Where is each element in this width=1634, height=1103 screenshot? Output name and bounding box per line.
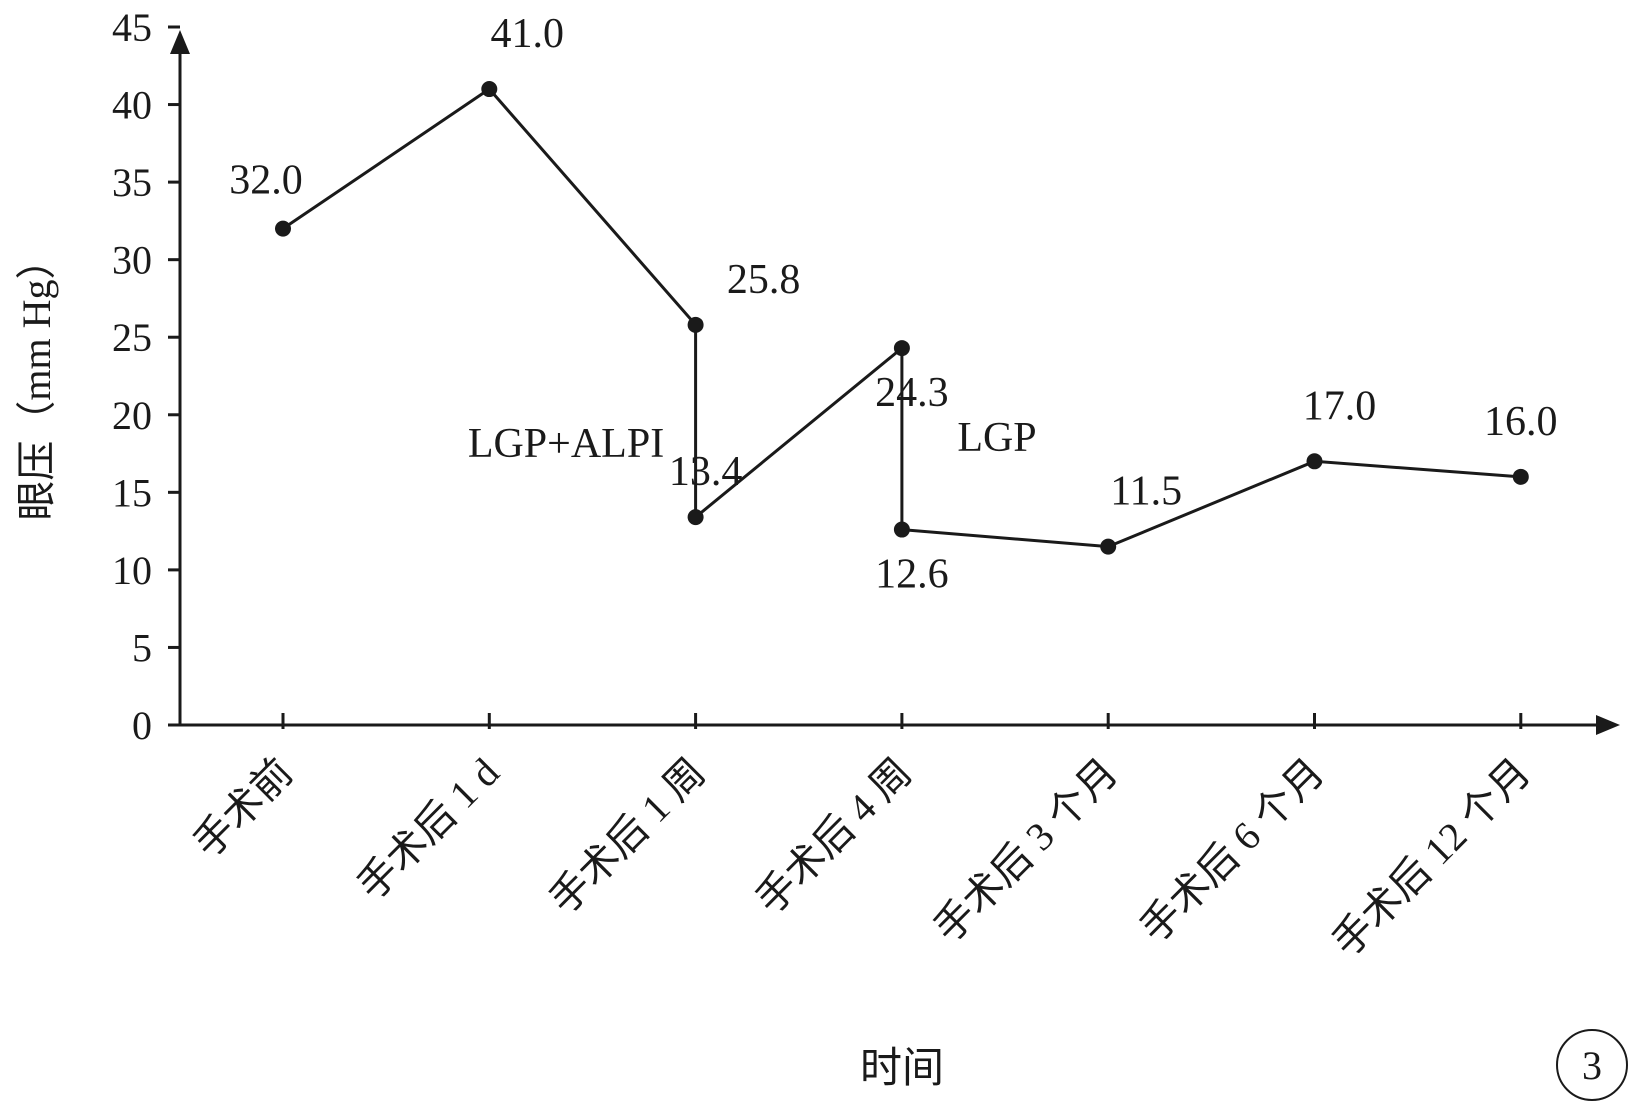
data-point bbox=[1512, 468, 1529, 485]
series-line bbox=[282, 87, 1521, 549]
data-label: 13.4 bbox=[669, 449, 743, 495]
y-axis-title: 眼压（mm Hg） bbox=[14, 239, 59, 520]
panel-label: 3 bbox=[1556, 1029, 1628, 1101]
data-point bbox=[1306, 453, 1323, 470]
y-ticks: 0 5 10 15 20 25 30 35 40 45 bbox=[112, 5, 180, 748]
annotations: LGP+ALPI LGP bbox=[468, 415, 1037, 467]
data-label: 41.0 bbox=[491, 11, 565, 57]
data-point bbox=[687, 509, 704, 526]
axes bbox=[170, 30, 1620, 735]
y-axis-arrow bbox=[170, 30, 190, 54]
x-tick-label: 手术后 4 周 bbox=[747, 750, 920, 923]
data-point bbox=[481, 81, 498, 98]
data-label: 12.6 bbox=[875, 552, 949, 598]
data-label: 11.5 bbox=[1110, 469, 1182, 515]
panel-label-circle bbox=[1556, 1029, 1628, 1101]
data-label: 16.0 bbox=[1484, 399, 1558, 445]
data-point bbox=[1100, 538, 1117, 555]
x-tick-label: 手术后 3 个月 bbox=[925, 750, 1127, 952]
annotation-label: LGP bbox=[957, 415, 1036, 461]
x-tick-label: 手术后 12 个月 bbox=[1323, 750, 1539, 966]
x-tick-label: 手术后 1 d bbox=[349, 750, 508, 909]
y-tick-label: 10 bbox=[112, 548, 152, 593]
annotation-label: LGP+ALPI bbox=[468, 421, 664, 467]
data-point bbox=[275, 220, 291, 237]
data-point bbox=[893, 340, 910, 357]
y-tick-label: 45 bbox=[112, 5, 152, 50]
data-label: 17.0 bbox=[1303, 383, 1377, 429]
data-point bbox=[893, 521, 910, 538]
y-tick-label: 30 bbox=[112, 238, 152, 283]
y-tick-label: 35 bbox=[112, 160, 152, 205]
panel-label-text: 3 bbox=[1582, 1043, 1602, 1088]
data-label: 24.3 bbox=[875, 370, 949, 416]
x-axis-title: 时间 bbox=[860, 1046, 944, 1092]
data-label: 25.8 bbox=[727, 257, 801, 303]
y-tick-label: 0 bbox=[132, 703, 152, 748]
y-tick-label: 40 bbox=[112, 83, 152, 128]
x-tick-label: 手术后 6 个月 bbox=[1131, 750, 1333, 952]
y-tick-label: 25 bbox=[112, 315, 152, 360]
x-tick-label: 手术后 1 周 bbox=[541, 750, 714, 923]
x-axis-arrow bbox=[1596, 715, 1620, 735]
x-ticks: 手术前 手术后 1 d 手术后 1 周手术后 4 周手术后 3 个月 手术后 6 个月… bbox=[185, 713, 1539, 965]
data-labels: 32.0 41.0 25.8 13.4 24.3 12.6 11.5 17.0 16.0 bbox=[229, 11, 1557, 598]
y-tick-label: 5 bbox=[132, 625, 152, 670]
y-tick-label: 15 bbox=[112, 470, 152, 515]
data-label: 32.0 bbox=[229, 158, 303, 204]
y-tick-label: 20 bbox=[112, 393, 152, 438]
data-point bbox=[687, 316, 704, 333]
data-series bbox=[275, 81, 1529, 555]
x-tick-label: 手术前 bbox=[185, 750, 302, 867]
